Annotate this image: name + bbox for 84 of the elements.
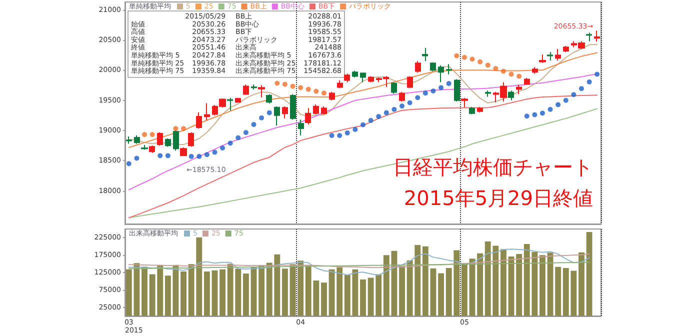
bar (422, 246, 428, 316)
candlestick (594, 30, 600, 42)
candlestick (469, 106, 475, 115)
candlestick (422, 47, 428, 62)
bar (578, 252, 584, 316)
bar (438, 273, 444, 316)
candlestick (446, 64, 452, 75)
bar (142, 266, 148, 316)
candlestick (126, 136, 132, 144)
candlestick (586, 32, 592, 42)
bar (298, 260, 304, 316)
candlestick (563, 46, 569, 53)
bar (282, 268, 288, 316)
candlestick (524, 78, 530, 86)
candlestick (157, 132, 163, 146)
bar (477, 253, 484, 316)
candlestick (485, 90, 491, 98)
bar (220, 269, 226, 316)
bar (212, 270, 218, 316)
candlestick (337, 80, 343, 89)
candlestick (141, 144, 148, 150)
candlestick (180, 146, 187, 157)
candlestick (516, 84, 522, 95)
candlestick (539, 54, 546, 64)
candlestick (329, 91, 335, 101)
bar (555, 266, 562, 316)
line-series (128, 253, 590, 268)
candlestick (368, 76, 374, 83)
candlestick (165, 138, 171, 148)
candlestick (344, 73, 350, 83)
bar (540, 255, 546, 316)
candlestick (438, 64, 444, 83)
bar (500, 249, 506, 316)
text: 日経平均株価チャート (393, 155, 593, 179)
bar (258, 266, 265, 316)
candlestick (235, 97, 241, 104)
candlestick (258, 84, 265, 98)
candlestick (415, 60, 421, 74)
bar (547, 252, 554, 316)
candlestick (430, 62, 436, 72)
candlestick (313, 104, 319, 115)
candlestick (555, 48, 561, 62)
text: 2015年5月29日終値 (404, 186, 593, 210)
bar (586, 232, 592, 316)
bar (399, 266, 405, 316)
candlestick (321, 106, 327, 115)
candlestick (508, 90, 514, 101)
candlestick (282, 106, 288, 119)
candlestick (134, 134, 140, 144)
bar (321, 282, 327, 316)
bar (430, 268, 436, 316)
candlestick (204, 102, 210, 121)
candlestick (188, 132, 194, 148)
candlestick (251, 84, 257, 90)
candlestick (547, 52, 553, 62)
line-series (128, 262, 590, 270)
candlestick (461, 97, 468, 108)
bar (461, 263, 468, 316)
candlestick (149, 145, 155, 154)
candlestick (352, 70, 358, 78)
candlestick (407, 76, 413, 89)
bar (360, 279, 366, 316)
candlestick (243, 84, 249, 96)
bar (242, 274, 249, 316)
bar (180, 271, 186, 316)
candlestick (298, 119, 304, 136)
bar (204, 271, 210, 316)
candlestick (266, 94, 272, 104)
line-series (128, 248, 590, 276)
candlestick (391, 82, 397, 94)
candlestick (290, 94, 296, 120)
candlestick (360, 72, 366, 83)
bar (164, 276, 171, 316)
candlestick (454, 78, 460, 102)
candlestick (477, 106, 483, 113)
candlestick (532, 66, 538, 74)
candlestick (305, 108, 311, 125)
candlestick (274, 106, 280, 126)
candlestick (227, 97, 233, 112)
candlestick (196, 112, 202, 130)
bar (250, 267, 257, 316)
bar (516, 254, 522, 316)
candlestick (399, 91, 405, 102)
bar (508, 256, 514, 316)
